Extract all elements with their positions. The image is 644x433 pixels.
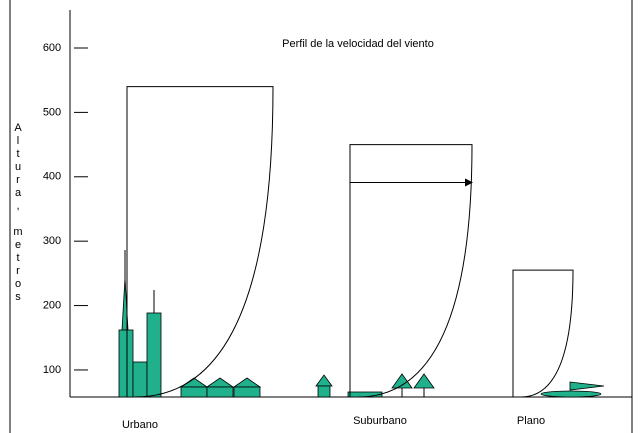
- profile-label: Plano: [517, 415, 545, 427]
- y-tick-label: 100: [43, 364, 61, 376]
- profile-label: Suburbano: [353, 415, 407, 427]
- wind-profile: [512, 269, 574, 398]
- wind-profile: [126, 86, 274, 398]
- y-tick-label: 400: [43, 171, 61, 183]
- plain-features: [540, 381, 605, 398]
- y-tick-label: 500: [43, 106, 61, 118]
- y-axis-label: Altura, metros: [12, 122, 24, 304]
- title: Perfil de la velocidad del viento: [282, 38, 434, 50]
- y-tick-label: 200: [43, 299, 61, 311]
- y-tick-label: 300: [43, 235, 61, 247]
- profile-label: Urbano: [122, 419, 158, 431]
- urban-buildings: [118, 250, 262, 398]
- y-tick-label: 600: [43, 42, 61, 54]
- wind-profile: [349, 144, 473, 398]
- suburban-buildings: [315, 373, 435, 398]
